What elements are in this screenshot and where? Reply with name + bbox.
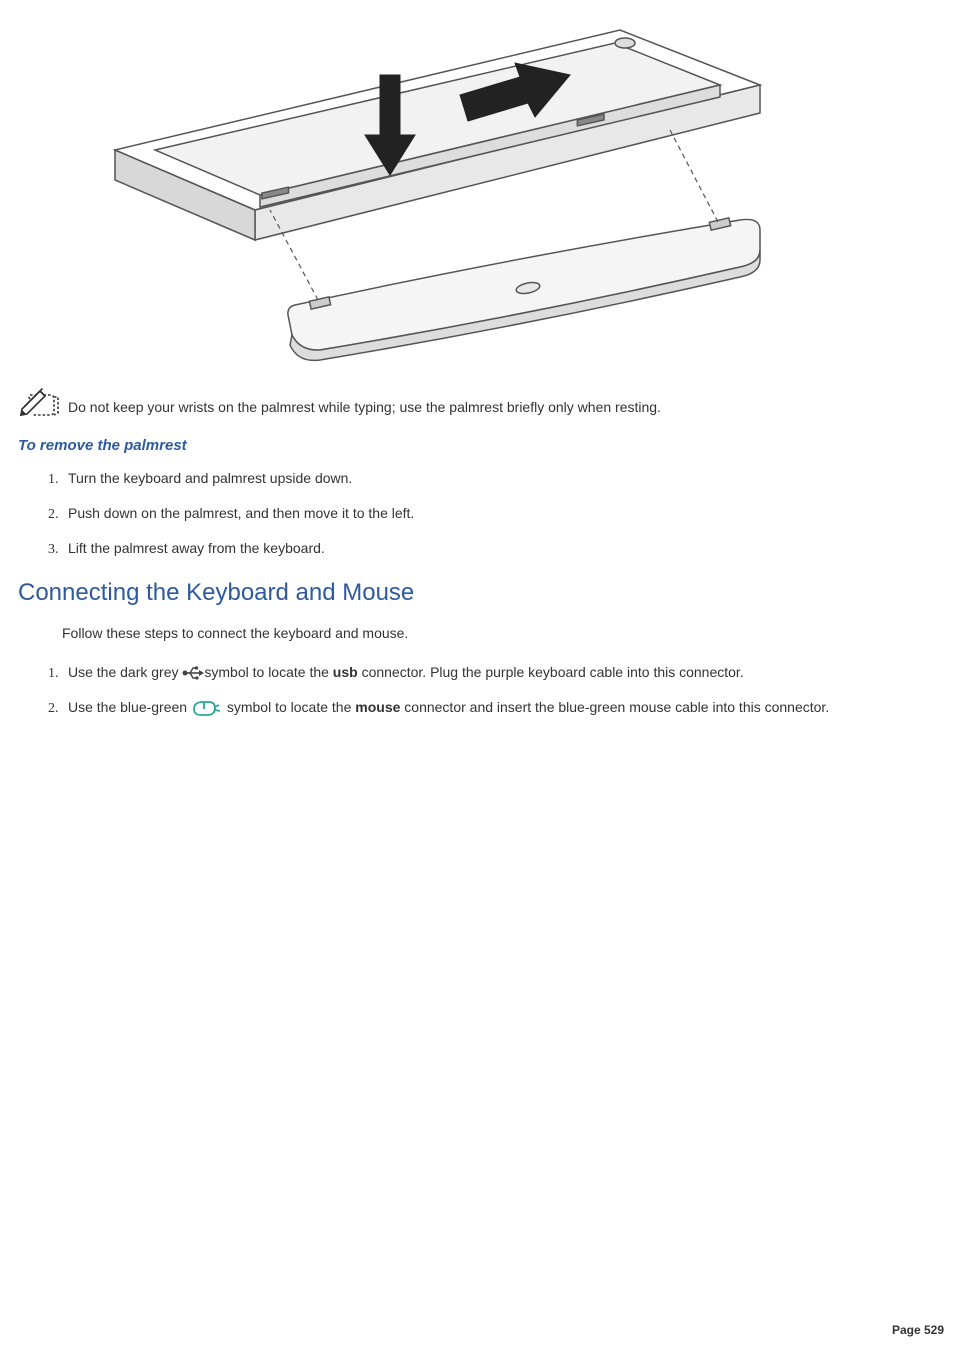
step-bold: usb — [333, 664, 358, 680]
list-item: Lift the palmrest away from the keyboard… — [62, 538, 944, 559]
pencil-note-icon — [18, 385, 60, 417]
step-text-post2: connector. Plug the purple keyboard cabl… — [358, 664, 744, 680]
remove-palmrest-heading: To remove the palmrest — [18, 437, 944, 454]
remove-palmrest-steps: Turn the keyboard and palmrest upside do… — [52, 468, 944, 559]
note-callout: Do not keep your wrists on the palmrest … — [18, 385, 944, 417]
palmrest-diagram-svg — [60, 15, 800, 365]
list-item: Push down on the palmrest, and then move… — [62, 503, 944, 524]
connecting-intro: Follow these steps to connect the keyboa… — [62, 623, 944, 644]
note-text: Do not keep your wrists on the palmrest … — [68, 399, 661, 417]
list-item: Turn the keyboard and palmrest upside do… — [62, 468, 944, 489]
page-number: Page 529 — [892, 1323, 944, 1337]
step-bold: mouse — [355, 699, 400, 715]
connecting-heading: Connecting the Keyboard and Mouse — [18, 579, 944, 607]
step-text-pre: Use the blue-green — [68, 699, 191, 715]
list-item: Use the dark grey symbol to locate the u… — [62, 662, 944, 683]
step-text-pre: Use the dark grey — [68, 664, 182, 680]
mouse-icon — [191, 698, 223, 718]
step-text-post1: symbol to locate the — [223, 699, 355, 715]
list-item: Use the blue-green symbol to locate the … — [62, 697, 944, 718]
step-text-post2: connector and insert the blue-green mous… — [400, 699, 829, 715]
palmrest-diagram — [60, 15, 800, 365]
usb-icon — [182, 665, 204, 681]
step-text-post1: symbol to locate the — [204, 664, 332, 680]
connecting-steps: Use the dark grey symbol to locate the u… — [52, 662, 944, 718]
